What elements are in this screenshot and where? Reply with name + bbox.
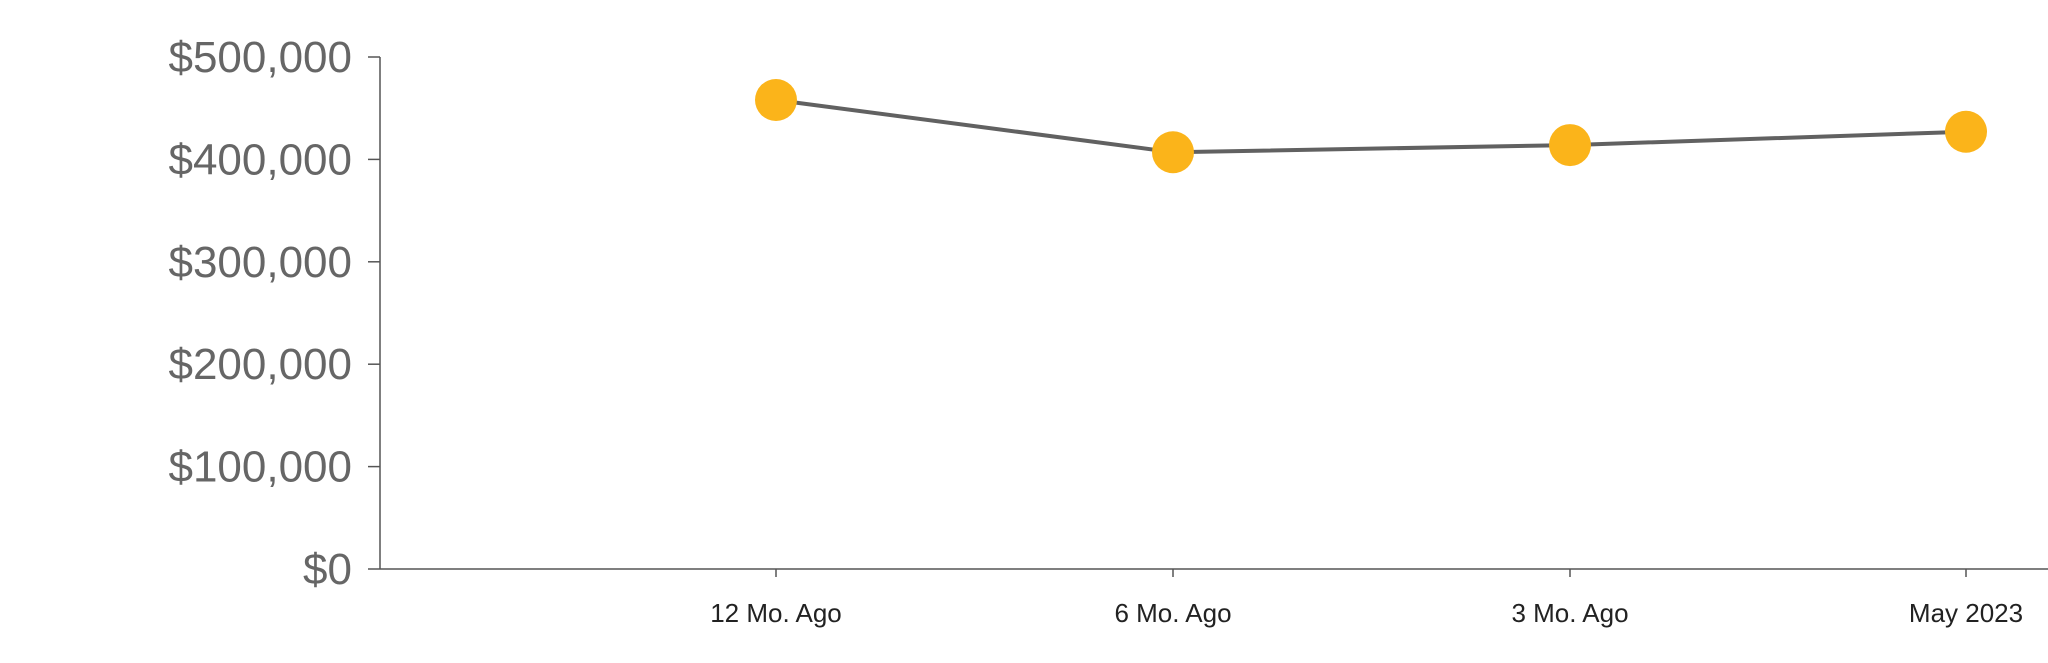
x-tick-label: May 2023 [1909, 598, 2023, 628]
y-tick-label: $500,000 [168, 33, 352, 82]
y-tick-label: $400,000 [168, 135, 352, 184]
y-tick-label: $100,000 [168, 443, 352, 492]
series-line [775, 98, 1967, 155]
y-axis: $0 $100,000 $200,000 $300,000 $400,000 $500,0… [168, 33, 381, 594]
data-point-marker [1549, 124, 1591, 167]
x-axis: 12 Mo. Ago 6 Mo. Ago 3 Mo. Ago May 2023 [380, 568, 2048, 628]
y-tick-label: $0 [303, 545, 352, 594]
x-tick-label: 3 Mo. Ago [1511, 598, 1628, 628]
x-tick-label: 6 Mo. Ago [1114, 598, 1231, 628]
y-tick-label: $200,000 [168, 340, 352, 389]
series-layer [755, 79, 1987, 174]
data-point-marker [755, 79, 797, 122]
y-tick-label: $300,000 [168, 238, 352, 287]
x-tick-label: 12 Mo. Ago [710, 598, 842, 628]
data-point-marker [1152, 131, 1194, 174]
data-point-marker [1945, 110, 1987, 153]
